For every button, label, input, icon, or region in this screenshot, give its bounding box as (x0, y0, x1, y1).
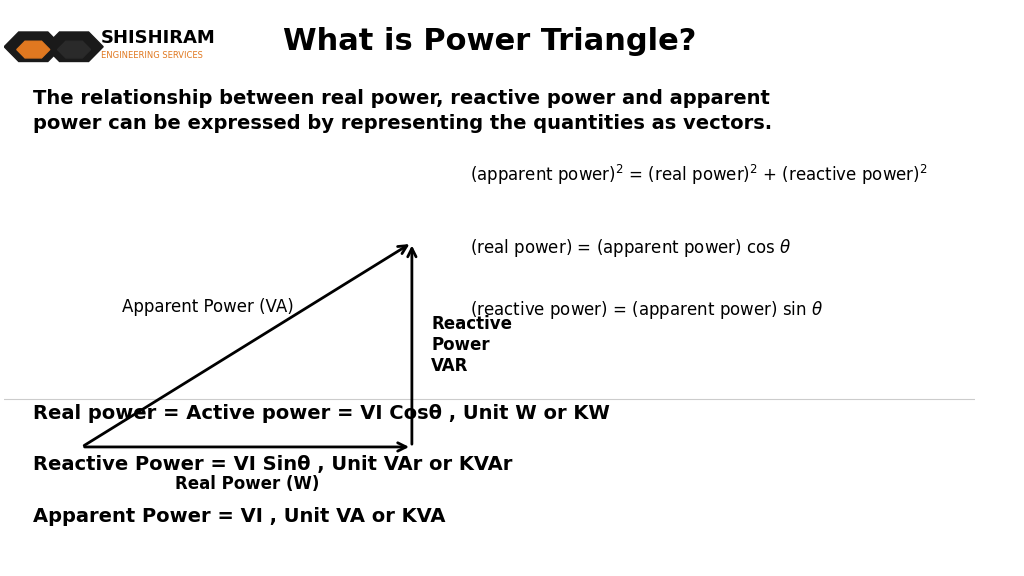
Polygon shape (16, 41, 50, 58)
Polygon shape (4, 32, 62, 62)
Text: Real Power (W): Real Power (W) (175, 475, 319, 493)
Text: The relationship between real power, reactive power and apparent
power can be ex: The relationship between real power, rea… (34, 89, 772, 132)
Text: (apparent power)$^2$ = (real power)$^2$ + (reactive power)$^2$: (apparent power)$^2$ = (real power)$^2$ … (470, 163, 928, 187)
Text: Reactive
Power
VAR: Reactive Power VAR (431, 315, 512, 374)
Text: Apparent Power (VA): Apparent Power (VA) (122, 298, 294, 316)
Text: (reactive power) = (apparent power) sin $\theta$: (reactive power) = (apparent power) sin … (470, 300, 823, 321)
Text: SHISHIRAM: SHISHIRAM (101, 29, 216, 47)
Text: Reactive Power = VI Sinθ , Unit VAr or KVAr: Reactive Power = VI Sinθ , Unit VAr or K… (34, 456, 513, 475)
Text: (real power) = (apparent power) cos $\theta$: (real power) = (apparent power) cos $\th… (470, 237, 792, 259)
Text: ENGINEERING SERVICES: ENGINEERING SERVICES (101, 51, 203, 60)
Text: What is Power Triangle?: What is Power Triangle? (283, 27, 696, 56)
Polygon shape (45, 32, 103, 62)
Polygon shape (57, 41, 90, 58)
Text: Real power = Active power = VI Cosθ , Unit W or KW: Real power = Active power = VI Cosθ , Un… (34, 404, 610, 423)
Text: Apparent Power = VI , Unit VA or KVA: Apparent Power = VI , Unit VA or KVA (34, 506, 445, 525)
